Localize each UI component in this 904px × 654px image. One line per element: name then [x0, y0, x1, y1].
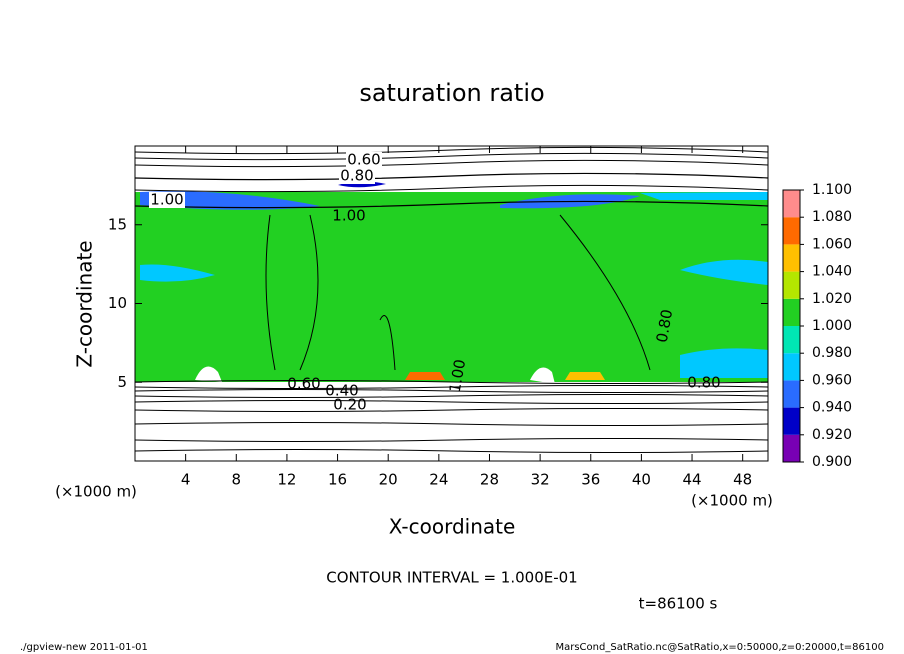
contour-line [134, 389, 769, 393]
x-tick-label: 48 [733, 471, 752, 489]
contour-line [134, 380, 769, 384]
shaded-region [195, 366, 222, 382]
contour-line [134, 385, 769, 389]
x-tick-label: 32 [531, 471, 550, 489]
shaded-region [680, 259, 768, 285]
x-tick-label: 16 [328, 471, 347, 489]
colorbar-label: 1.080 [812, 209, 852, 225]
colorbar-label: 1.060 [812, 236, 852, 252]
colorbar-label: 0.980 [812, 345, 852, 361]
colorbar-label: 1.020 [812, 291, 852, 307]
contour-line [134, 400, 769, 404]
shaded-region [140, 264, 215, 282]
footer-right: MarsCond_SatRatio.nc@SatRatio,x=0:50000,… [555, 642, 884, 653]
contour-line [134, 408, 769, 412]
contour-label: 1.00 [332, 207, 365, 225]
colorbar-swatch [783, 298, 800, 326]
contour-label: 1.00 [150, 191, 183, 209]
contour-label: 0.80 [653, 308, 677, 344]
contour-label-bg [339, 168, 375, 184]
field: 0.600.801.001.001.000.800.800.60 0.400.20 [134, 146, 769, 453]
x-tick-label: 20 [379, 471, 398, 489]
colorbar-swatch [783, 271, 800, 299]
y-tick-label: 5 [117, 373, 127, 391]
y-tick-label: 15 [108, 215, 127, 233]
colorbar-label: 0.960 [812, 372, 852, 388]
colorbar-label: 1.100 [812, 182, 852, 198]
contour-label: 0.60 [287, 375, 320, 393]
contour-line [134, 152, 769, 161]
shaded-region [640, 192, 768, 200]
x-tick-label: 44 [682, 471, 701, 489]
colorbar-swatch [783, 190, 800, 218]
contour-line [134, 422, 769, 426]
contour-interval: CONTOUR INTERVAL = 1.000E-01 [326, 569, 577, 587]
x-tick-label: 4 [181, 471, 191, 489]
contour-label: 0.20 [333, 396, 366, 414]
colorbar-label: 1.000 [812, 318, 852, 334]
contour-line [134, 394, 769, 398]
time-label: t=86100 s [639, 595, 718, 613]
chart-title: saturation ratio [359, 79, 544, 107]
y-unit-label: (×1000 m) [55, 483, 137, 501]
colorbar-swatch [783, 407, 800, 435]
colorbar-swatch [783, 434, 800, 462]
contour-line [134, 146, 769, 155]
contour-label: 0.80 [687, 374, 720, 392]
contour-label: 0.40 [325, 382, 358, 400]
colorbar-swatch [783, 326, 800, 354]
contour-line [134, 200, 769, 209]
colorbar-swatch [783, 353, 800, 381]
colorbar-swatch [783, 244, 800, 272]
x-unit-label: (×1000 m) [691, 492, 773, 510]
shaded-region [530, 367, 555, 384]
contour-label: 0.80 [340, 167, 373, 185]
x-tick-label: 12 [277, 471, 296, 489]
colorbar-label: 0.900 [812, 454, 852, 470]
contour-line [134, 438, 769, 442]
colorbar-swatch [783, 380, 800, 408]
x-axis-label: X-coordinate [389, 515, 516, 539]
x-tick-label: 8 [232, 471, 242, 489]
colorbar-label: 1.040 [812, 264, 852, 280]
x-tick-label: 40 [632, 471, 651, 489]
colorbar-label: 0.920 [812, 427, 852, 443]
contour-label-bg [346, 152, 382, 168]
y-tick-label: 10 [108, 294, 127, 312]
contour-label-bg [149, 192, 185, 208]
colorbar-label: 0.940 [812, 400, 852, 416]
contour-line [134, 449, 769, 453]
y-axis-label: Z-coordinate [73, 240, 97, 367]
contour-label: 0.60 [347, 151, 380, 169]
contour-line [265, 214, 651, 371]
shaded-region [565, 372, 605, 380]
contour-line [134, 159, 769, 168]
contour-line [134, 184, 769, 193]
colorbar-swatch [783, 217, 800, 245]
x-tick-label: 24 [429, 471, 448, 489]
contour-label: 1.00 [446, 358, 470, 394]
footer-left: ./gpview-new 2011-01-01 [20, 642, 148, 653]
x-tick-label: 36 [581, 471, 600, 489]
shaded-region [135, 192, 768, 382]
shaded-region [680, 348, 768, 378]
x-tick-label: 28 [480, 471, 499, 489]
shaded-region [405, 372, 445, 380]
contour-line [134, 172, 769, 181]
